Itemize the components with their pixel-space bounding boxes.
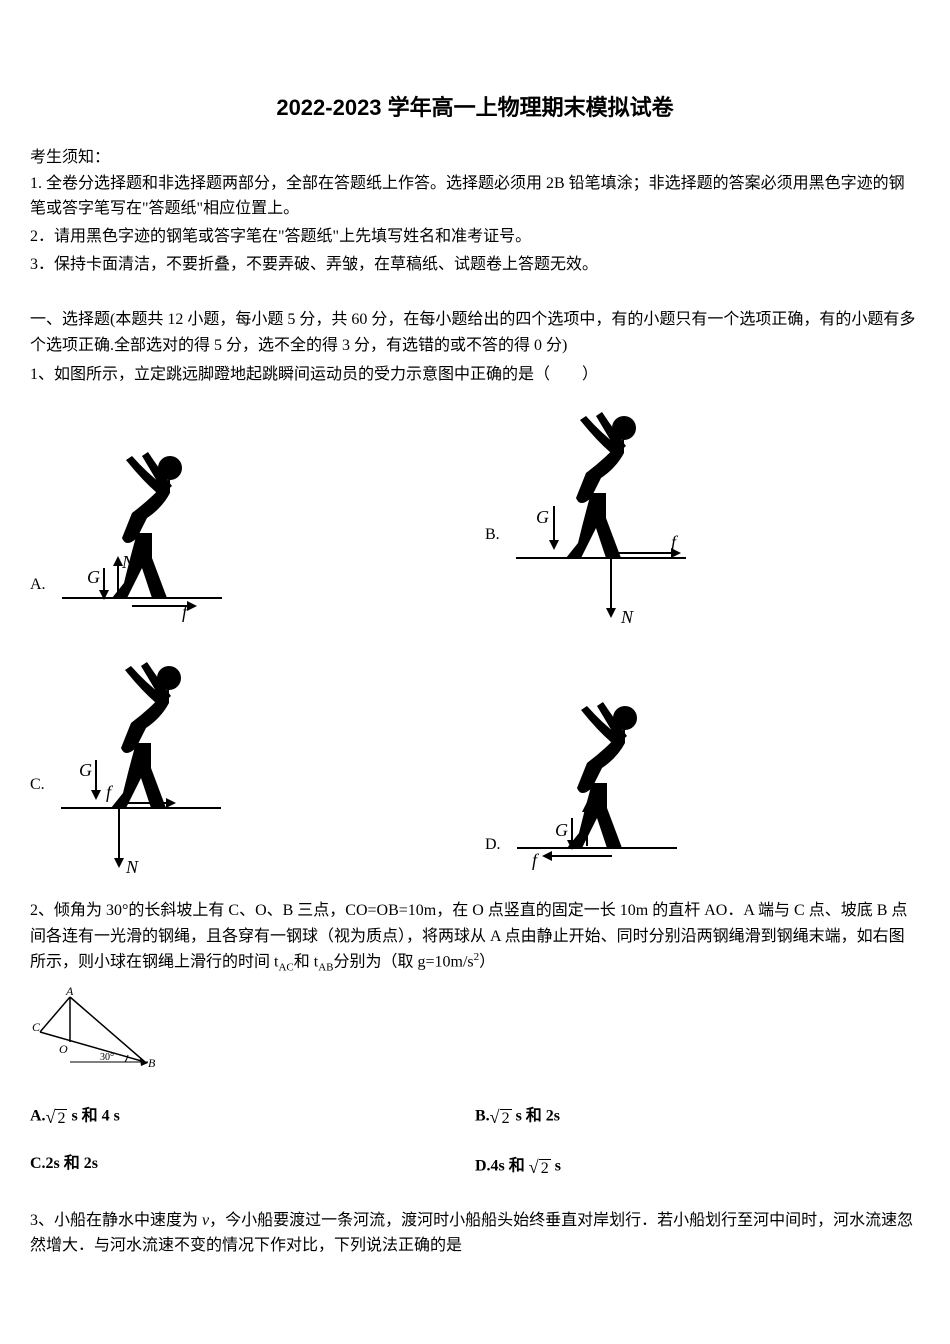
- notice-item: 2．请用黑色字迹的钢笔或答字笔在"答题纸"上先填写姓名和准考证号。: [30, 224, 920, 250]
- svg-text:G: G: [536, 507, 549, 527]
- svg-text:N: N: [620, 607, 634, 627]
- option-b: B. G f N: [485, 398, 920, 638]
- exam-title: 2022-2023 学年高一上物理期末模拟试卷: [30, 90, 920, 125]
- jumper-diagram-d: G N f: [507, 688, 687, 888]
- angle-label: 30°: [100, 1052, 114, 1063]
- svg-text:f: f: [106, 782, 114, 802]
- option-label: C.: [30, 772, 45, 888]
- question-3-text: 3、小船在静水中速度为 v，今小船要渡过一条河流，渡河时小船船头始终垂直对岸划行…: [30, 1208, 920, 1259]
- svg-text:B: B: [148, 1056, 156, 1070]
- notice-heading: 考生须知：: [30, 145, 920, 171]
- section-instructions: 一、选择题(本题共 12 小题，每小题 5 分，共 60 分，在每小题给出的四个…: [30, 307, 920, 358]
- jumper-diagram-b: G f N: [506, 398, 696, 638]
- option-label: A.: [30, 572, 46, 638]
- jumper-diagram-a: G N f: [52, 438, 232, 638]
- slope-diagram: 30° A C O B: [30, 987, 920, 1081]
- option-a: A. G N: [30, 398, 465, 638]
- notice-item: 3．保持卡面清洁，不要折叠，不要弄破、弄皱，在草稿纸、试题卷上答题无效。: [30, 252, 920, 278]
- option-label: D.: [485, 832, 501, 888]
- question-3: 3、小船在静水中速度为 v，今小船要渡过一条河流，渡河时小船船头始终垂直对岸划行…: [30, 1208, 920, 1259]
- option-c: C. G f N: [30, 648, 465, 888]
- svg-text:G: G: [87, 567, 100, 587]
- svg-text:N: N: [125, 857, 139, 877]
- svg-text:O: O: [59, 1042, 68, 1056]
- svg-text:G: G: [79, 760, 92, 780]
- option-label: B.: [485, 522, 500, 638]
- question-1: 1、如图所示，立定跳远脚蹬地起跳瞬间运动员的受力示意图中正确的是（ ） A. G: [30, 362, 920, 888]
- svg-text:G: G: [555, 820, 568, 840]
- question-2-text: 2、倾角为 30°的长斜坡上有 C、O、B 三点，CO=OB=10m，在 O 点…: [30, 898, 920, 977]
- question-1-options: A. G N: [30, 398, 920, 888]
- option-2b: B.2 s 和 2s: [475, 1101, 920, 1133]
- question-2-options-row1: A.2 s 和 4 s B.2 s 和 2s: [30, 1101, 920, 1133]
- svg-text:N: N: [591, 802, 605, 822]
- svg-text:f: f: [532, 850, 540, 870]
- svg-text:C: C: [32, 1020, 41, 1034]
- svg-text:N: N: [121, 552, 135, 572]
- svg-text:A: A: [65, 987, 74, 998]
- question-2: 2、倾角为 30°的长斜坡上有 C、O、B 三点，CO=OB=10m，在 O 点…: [30, 898, 920, 1183]
- option-2a: A.2 s 和 4 s: [30, 1101, 475, 1133]
- option-d: D. G N f: [485, 648, 920, 888]
- option-2c: C.2s 和 2s: [30, 1151, 475, 1183]
- question-2-options-row2: C.2s 和 2s D.4s 和 2 s: [30, 1151, 920, 1183]
- notice-item: 1. 全卷分选择题和非选择题两部分，全部在答题纸上作答。选择题必须用 2B 铅笔…: [30, 171, 920, 222]
- jumper-diagram-c: G f N: [51, 648, 231, 888]
- question-1-text: 1、如图所示，立定跳远脚蹬地起跳瞬间运动员的受力示意图中正确的是（ ）: [30, 362, 920, 388]
- option-2d: D.4s 和 2 s: [475, 1151, 920, 1183]
